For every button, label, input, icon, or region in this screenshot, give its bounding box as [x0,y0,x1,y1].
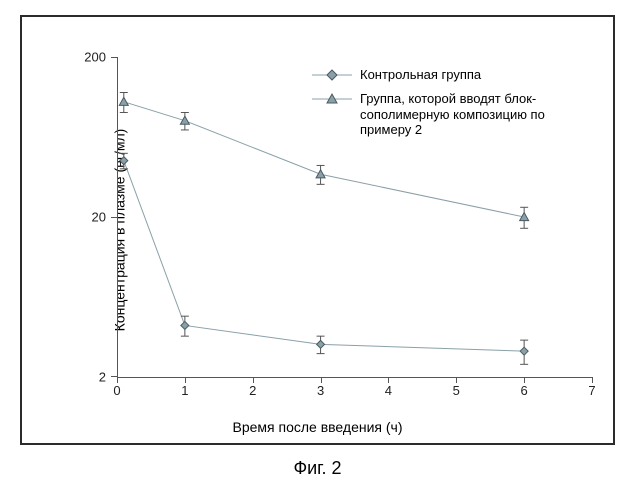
y-tick-label: 20 [66,210,106,225]
x-axis-line [117,377,592,378]
x-tick-label: 5 [453,383,460,398]
x-tick-label: 2 [249,383,256,398]
x-tick-label: 4 [385,383,392,398]
x-tick-label: 6 [521,383,528,398]
x-tick-label: 7 [588,383,595,398]
y-tick-label: 200 [66,50,106,65]
chart-frame: Концентрация в плазме (нг/мл) 2 20 200 0… [20,15,615,445]
x-axis-title: Время после введения (ч) [22,419,613,435]
chart-svg [117,57,592,377]
y-tick-label: 2 [66,370,106,385]
plot-area: 2 20 200 01234567 Контрольная группа [117,57,592,377]
x-tick-label: 0 [113,383,120,398]
x-tick-label: 1 [181,383,188,398]
x-tick-label: 3 [317,383,324,398]
figure-caption: Фиг. 2 [0,458,635,479]
